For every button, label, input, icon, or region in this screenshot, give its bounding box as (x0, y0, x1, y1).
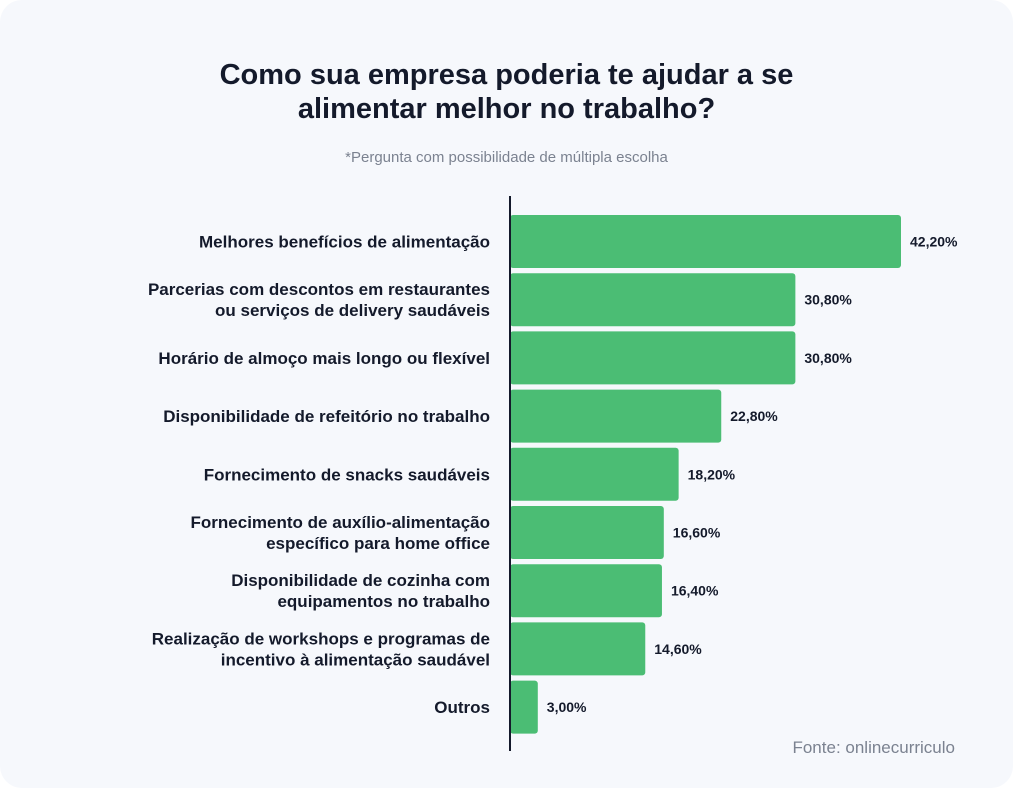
category-label-7-line-0: Realização de workshops e programas de (152, 629, 490, 648)
category-label-5-line-1: específico para home office (266, 534, 490, 553)
source-note: Fonte: onlinecurriculo (792, 738, 955, 757)
category-label-8-line-0: Outros (434, 698, 490, 717)
value-label-2: 30,80% (804, 350, 852, 366)
value-label-1: 30,80% (804, 292, 852, 308)
chart-subtitle: *Pergunta com possibilidade de múltipla … (345, 149, 668, 166)
bar-8 (510, 680, 538, 734)
category-label-5-line-0: Fornecimento de auxílio-alimentação (191, 513, 490, 532)
bar-4 (510, 447, 679, 501)
value-label-5: 16,60% (673, 525, 721, 541)
chart-title-line-2: alimentar melhor no trabalho? (297, 93, 716, 125)
category-label-1-line-0: Parcerias com descontos em restaurantes (148, 280, 490, 299)
category-label-2: Horário de almoço mais longo ou flexível (158, 349, 490, 368)
bar-6 (510, 564, 662, 618)
chart-title-line-1: Como sua empresa poderia te ajudar a se (219, 59, 794, 91)
bar-1 (510, 273, 796, 327)
value-label-7: 14,60% (654, 641, 702, 657)
category-label-7-line-1: incentivo à alimentação saudável (221, 650, 490, 669)
category-label-3: Disponibilidade de refeitório no trabalh… (163, 407, 490, 426)
category-label-6-line-0: Disponibilidade de cozinha com (231, 571, 490, 590)
bar-5 (510, 506, 664, 559)
bar-2 (510, 331, 796, 385)
category-label-6-line-1: equipamentos no trabalho (277, 592, 490, 611)
category-label-1: Parcerias com descontos em restaurantes o… (148, 280, 490, 320)
category-label-5: Fornecimento de auxílio-alimentação espec… (191, 513, 490, 553)
category-label-4: Fornecimento de snacks saudáveis (204, 465, 490, 484)
category-label-3-line-0: Disponibilidade de refeitório no trabalh… (163, 407, 490, 426)
category-label-0-line-0: Melhores benefícios de alimentação (199, 233, 490, 252)
category-label-1-line-1: ou serviços de delivery saudáveis (215, 301, 490, 320)
value-label-0: 42,20% (910, 234, 958, 250)
value-label-4: 18,20% (688, 466, 736, 482)
category-label-4-line-0: Fornecimento de snacks saudáveis (204, 465, 490, 484)
value-label-8: 3,00% (547, 699, 587, 715)
value-label-3: 22,80% (730, 408, 778, 424)
category-label-2-line-0: Horário de almoço mais longo ou flexível (158, 349, 490, 368)
category-label-6: Disponibilidade de cozinha com equipament… (231, 571, 490, 611)
value-label-6: 16,40% (671, 583, 719, 599)
category-label-0: Melhores benefícios de alimentação (199, 233, 490, 252)
chart-title: Como sua empresa poderia te ajudar a se … (0, 58, 1013, 126)
category-label-8: Outros (434, 698, 490, 717)
bar-3 (510, 389, 722, 443)
bar-0 (510, 215, 901, 268)
bar-7 (510, 622, 646, 676)
category-label-7: Realização de workshops e programas de in… (152, 629, 490, 669)
